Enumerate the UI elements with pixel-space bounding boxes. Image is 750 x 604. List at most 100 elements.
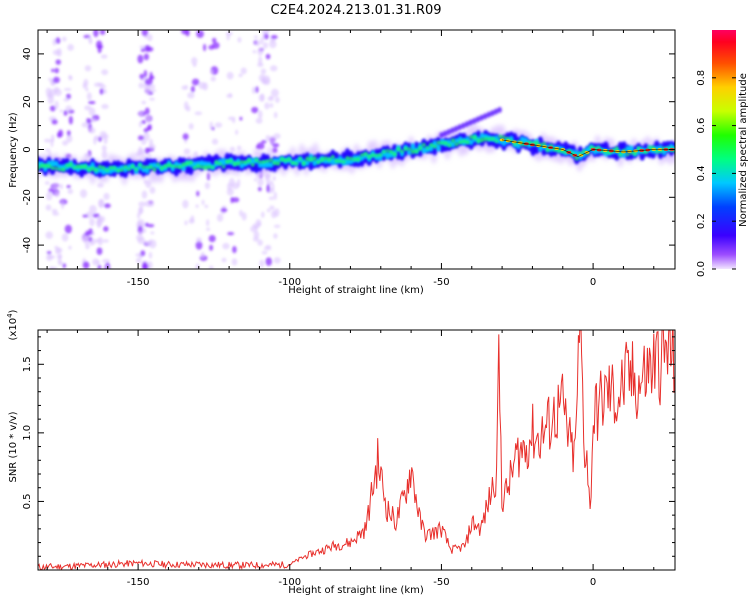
ridge-blob	[469, 135, 473, 139]
ridge-blob	[68, 162, 73, 167]
noise-speck	[66, 185, 71, 189]
ridge-blob	[487, 137, 492, 141]
noise-speck	[185, 30, 190, 37]
noise-speck	[63, 110, 68, 116]
noise-speck	[139, 110, 143, 118]
noise-speck	[62, 140, 69, 146]
ridge-blob	[156, 162, 160, 166]
ridge-blob	[210, 165, 215, 169]
ridge-blob	[309, 157, 313, 162]
noise-speck	[216, 213, 224, 222]
colorbar-tick-label: 0.8	[696, 70, 707, 86]
noise-speck	[271, 183, 275, 192]
spectrogram-y-ticks: -40 -20 0 20 40	[22, 29, 675, 270]
noise-speck	[59, 109, 64, 113]
ridge-blob	[173, 161, 179, 167]
noise-speck	[253, 230, 260, 239]
ridge-blob	[418, 145, 423, 151]
noise-speck	[241, 212, 247, 221]
noise-speck	[48, 188, 53, 193]
colorbar-ticks: 0.0 0.2 0.4 0.6 0.8	[696, 70, 736, 277]
ridge-blob	[239, 162, 245, 169]
spectrogram-x-tick-label: 0	[590, 277, 596, 288]
noise-speck	[50, 138, 54, 148]
ridge-blob	[127, 167, 131, 171]
snr-y-ticks: 0.5 1.0 1.5	[22, 336, 675, 557]
noise-speck	[240, 67, 247, 75]
ridge-blob	[196, 164, 200, 169]
ridge-blob	[360, 153, 364, 157]
noise-speck	[103, 137, 108, 145]
noise-speck	[220, 207, 228, 213]
noise-speck	[183, 148, 191, 155]
ridge-blob	[458, 140, 463, 144]
noise-speck	[149, 97, 155, 101]
noise-speck	[266, 208, 271, 213]
noise-speck	[96, 40, 103, 49]
noise-speck	[59, 183, 64, 190]
noise-speck	[232, 245, 237, 254]
noise-speck	[196, 30, 204, 39]
ridge-blob	[345, 156, 350, 161]
snr-scale-exponent: 4	[6, 313, 14, 318]
ridge-blob	[422, 142, 426, 147]
noise-speck	[268, 196, 275, 201]
ridge-blob	[254, 158, 259, 162]
noise-speck	[138, 201, 146, 207]
noise-speck	[144, 107, 150, 115]
ridge-blob	[58, 168, 62, 172]
ridge-blob	[119, 168, 124, 172]
noise-speck	[261, 77, 265, 83]
noise-speck	[137, 54, 144, 64]
noise-speck	[256, 142, 265, 150]
noise-speck	[147, 261, 153, 269]
noise-speck	[149, 186, 156, 194]
noise-speck	[273, 191, 278, 201]
noise-speck	[265, 53, 271, 60]
ridge-blob	[454, 138, 459, 144]
ridge-blob	[406, 149, 412, 155]
noise-speck	[46, 93, 55, 99]
noise-speck	[272, 147, 278, 154]
ridge-blob	[112, 166, 117, 170]
ridge-blob	[298, 157, 302, 161]
noise-speck	[143, 70, 148, 78]
ridge-blob	[382, 150, 386, 154]
noise-speck	[269, 102, 274, 108]
branch-blob	[450, 127, 455, 134]
spectrogram-y-tick-label: 0	[22, 146, 33, 152]
noise-speck	[46, 254, 53, 262]
branch-blob	[479, 114, 484, 121]
noise-speck	[55, 37, 61, 44]
noise-speck	[196, 237, 202, 243]
ridge-blob	[633, 151, 637, 156]
noise-speck	[93, 135, 100, 141]
ridge-blob	[50, 159, 55, 168]
snr-x-tick-label: 0	[590, 577, 596, 588]
ridge-blob	[454, 142, 459, 147]
noise-speck	[195, 204, 199, 208]
noise-speck	[51, 119, 58, 125]
noise-speck	[259, 259, 265, 268]
ridge-blob	[359, 155, 365, 161]
noise-speck	[226, 93, 233, 99]
noise-speck	[61, 233, 69, 242]
noise-speck	[208, 45, 215, 50]
noise-speck	[85, 243, 90, 250]
noise-speck	[253, 35, 258, 39]
noise-speck	[89, 204, 97, 214]
branch-blob	[471, 117, 477, 124]
colorbar-tick-label: 0.0	[696, 261, 707, 277]
ridge-blob	[301, 161, 306, 166]
noise-speck	[264, 102, 270, 110]
ridge-blob	[39, 163, 44, 169]
noise-speck	[147, 223, 155, 228]
noise-speck	[273, 133, 281, 140]
noise-speck	[81, 122, 90, 128]
ridge-blob	[323, 158, 328, 164]
ridge-blob	[116, 168, 120, 173]
noise-speck	[68, 245, 72, 250]
noise-speck	[201, 199, 205, 206]
spectrogram-x-ticks: -150 -100 -50 0	[46, 30, 655, 288]
branch-blob	[439, 132, 444, 139]
